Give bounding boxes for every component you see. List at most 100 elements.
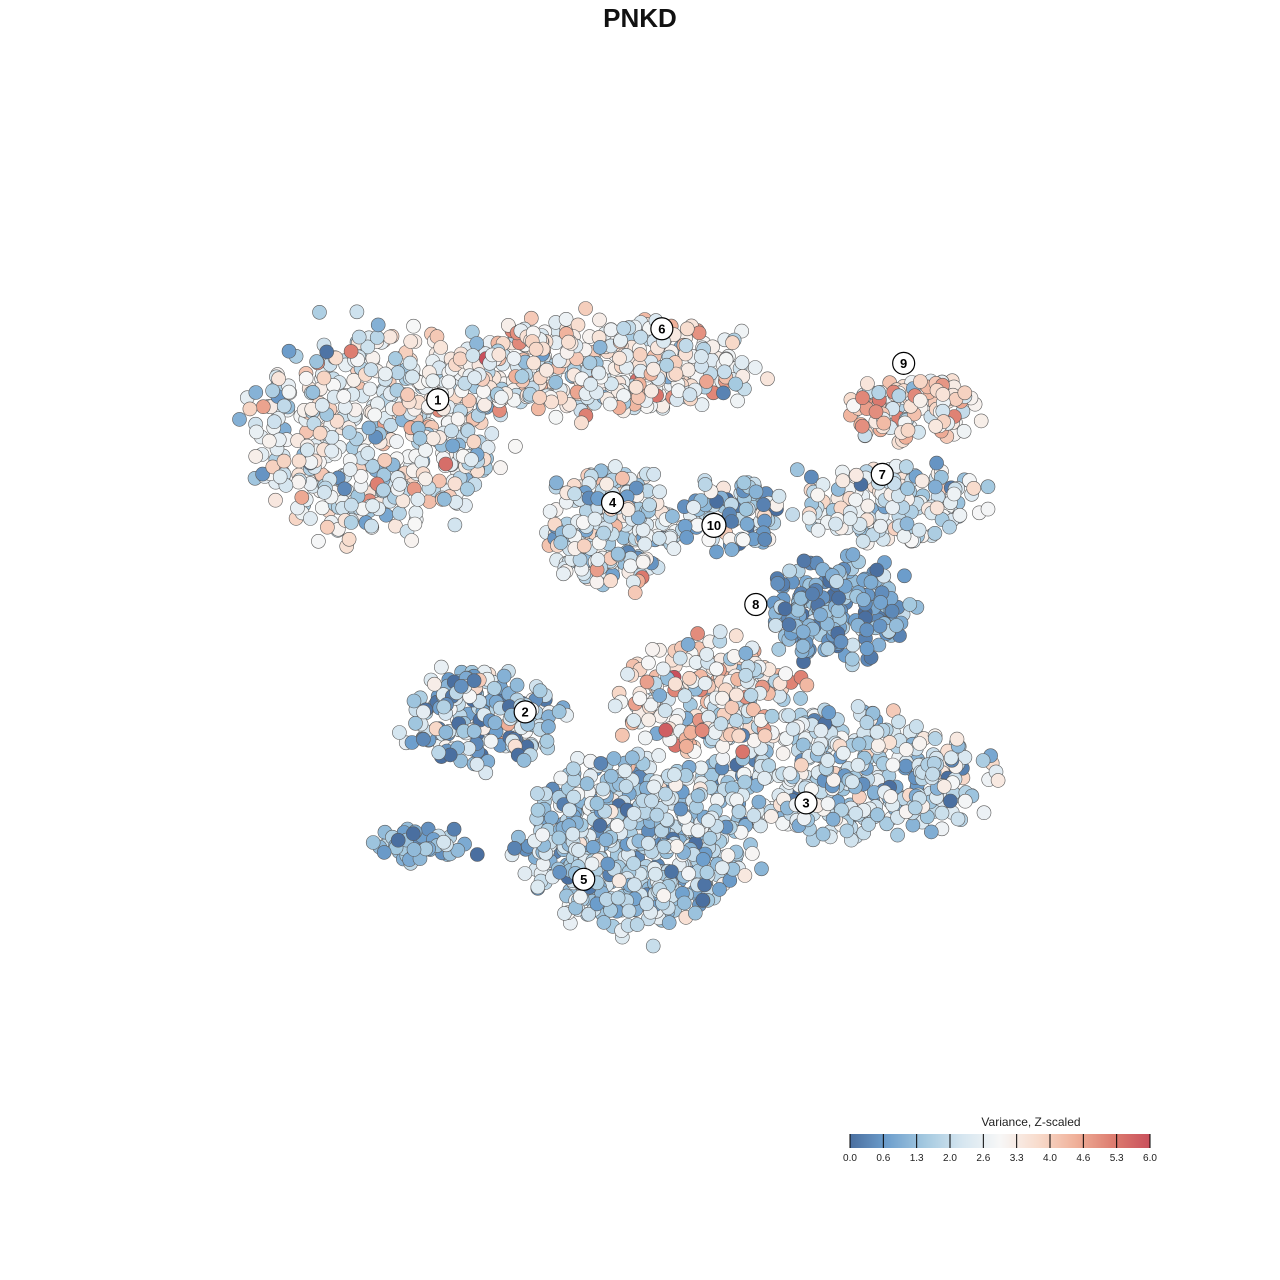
data-point — [680, 362, 696, 378]
data-point — [693, 349, 709, 364]
data-point — [717, 364, 732, 380]
data-point — [652, 688, 668, 703]
data-point — [848, 492, 863, 508]
data-point — [860, 376, 875, 391]
data-point — [607, 459, 623, 474]
data-point — [679, 530, 695, 545]
data-point — [271, 371, 286, 387]
data-point — [613, 333, 628, 348]
data-point — [680, 637, 696, 652]
data-point — [949, 731, 965, 747]
data-point — [679, 321, 695, 337]
data-point — [751, 794, 767, 810]
data-point — [565, 826, 581, 842]
data-point — [376, 482, 391, 498]
data-point — [532, 390, 547, 405]
data-point — [553, 770, 569, 786]
data-point — [889, 618, 904, 633]
data-point — [276, 398, 292, 414]
data-point — [821, 705, 837, 720]
data-point — [447, 517, 463, 533]
legend-tick-label: 2.0 — [943, 1153, 957, 1164]
data-point — [641, 655, 656, 671]
data-point — [782, 563, 797, 579]
data-point — [400, 387, 416, 403]
data-point — [656, 839, 672, 855]
data-point — [695, 852, 711, 867]
legend-title: Variance, Z-scaled — [981, 1115, 1080, 1129]
data-point — [324, 443, 340, 459]
data-point — [648, 866, 663, 882]
data-point — [946, 486, 962, 502]
data-point — [353, 469, 369, 484]
data-point — [813, 723, 829, 738]
data-point — [548, 374, 564, 390]
data-point — [709, 544, 724, 560]
data-point — [781, 708, 796, 723]
data-point — [844, 651, 860, 667]
data-point — [646, 361, 661, 377]
data-point — [438, 456, 454, 472]
data-point — [487, 715, 503, 731]
cluster-label-badge — [794, 791, 818, 815]
data-point — [460, 481, 475, 497]
cluster-label-text: 3 — [802, 795, 809, 810]
data-point — [551, 704, 567, 720]
cluster-label-badge — [600, 490, 625, 515]
data-point — [850, 699, 866, 714]
data-point — [927, 479, 943, 495]
data-point — [738, 667, 754, 683]
data-point — [715, 739, 731, 754]
data-point — [718, 352, 734, 367]
data-point — [896, 528, 912, 544]
data-point — [702, 830, 718, 846]
data-point — [646, 466, 662, 482]
data-point — [578, 301, 593, 316]
data-point — [825, 811, 841, 827]
data-point — [418, 442, 433, 458]
data-point — [496, 668, 512, 684]
data-point — [890, 827, 905, 843]
data-point — [446, 821, 462, 837]
data-point — [592, 339, 608, 355]
data-point — [695, 892, 711, 908]
cluster-label-text: 1 — [434, 392, 441, 407]
cluster-label-badge — [892, 351, 916, 375]
data-point — [655, 661, 671, 677]
data-point — [361, 420, 377, 436]
data-point — [714, 860, 730, 876]
data-point — [320, 519, 335, 535]
data-point — [869, 562, 885, 578]
data-point — [507, 840, 522, 856]
legend-ticks: 0.0 0.6 1.3 2.0 2.6 3.3 4.0 4.6 5.3 6.0 — [843, 1134, 1157, 1164]
data-point — [813, 607, 828, 623]
data-point — [835, 473, 851, 489]
data-point — [589, 796, 605, 811]
data-point — [349, 304, 365, 320]
data-point — [255, 466, 270, 482]
cluster-label-3: 3 — [794, 791, 818, 815]
data-point — [859, 641, 875, 656]
data-point — [659, 357, 675, 373]
data-point — [517, 866, 533, 881]
data-point — [724, 514, 739, 529]
data-point — [632, 691, 648, 706]
data-point — [626, 713, 642, 728]
data-point — [714, 690, 730, 706]
data-point — [745, 702, 761, 717]
data-point — [617, 763, 633, 779]
data-point — [775, 746, 791, 761]
legend-tick-label: 2.6 — [976, 1153, 990, 1164]
data-point — [900, 422, 916, 438]
data-point — [579, 776, 595, 792]
data-point — [412, 430, 428, 446]
data-point — [630, 510, 646, 526]
data-point — [883, 789, 899, 804]
data-point — [923, 824, 939, 840]
data-point — [942, 519, 957, 535]
data-point — [312, 425, 328, 441]
data-point — [891, 714, 906, 730]
data-point — [738, 645, 754, 661]
data-point — [900, 481, 915, 496]
data-point — [743, 688, 759, 703]
